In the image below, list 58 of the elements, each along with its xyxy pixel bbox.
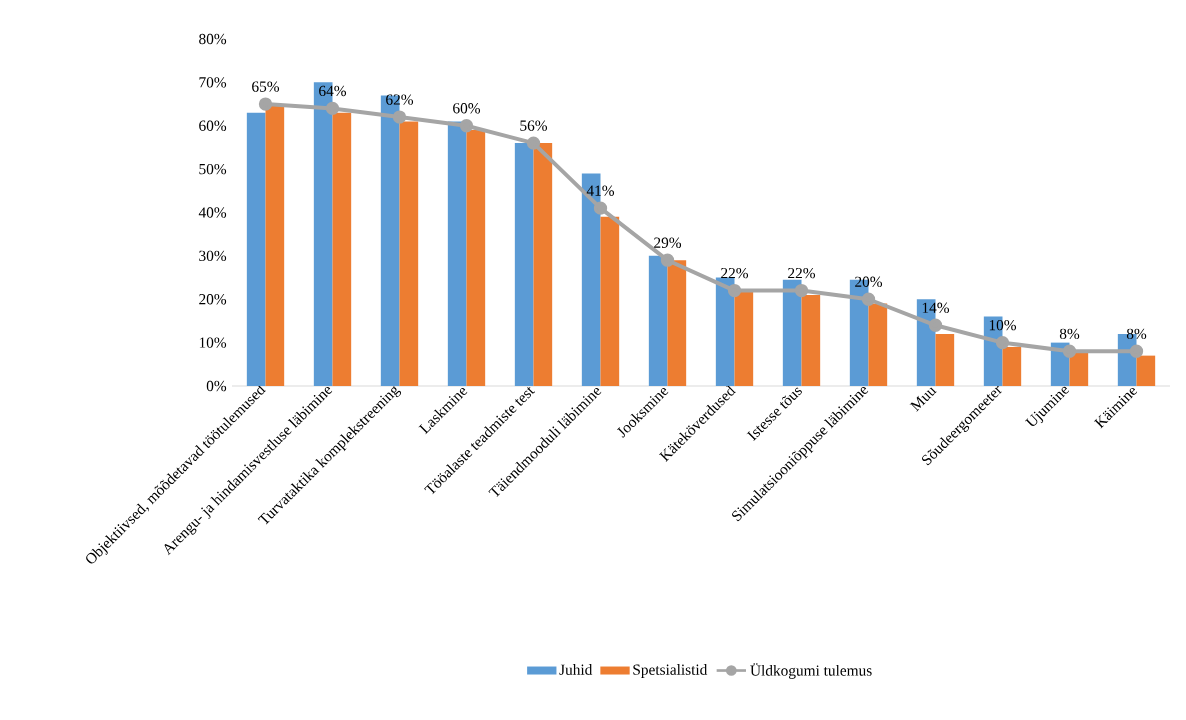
legend-label: Spetsialistid xyxy=(633,664,708,678)
data-label: 10% xyxy=(989,319,1017,331)
bar xyxy=(600,216,620,386)
point xyxy=(995,335,1010,350)
y-tick-label: 30% xyxy=(199,250,227,262)
bar xyxy=(399,121,419,386)
data-label: 8% xyxy=(1059,328,1080,340)
point xyxy=(727,283,742,298)
point xyxy=(861,292,876,306)
data-label: 8% xyxy=(1126,328,1147,340)
bar xyxy=(648,255,668,386)
point xyxy=(258,97,273,111)
point xyxy=(660,253,675,267)
y-tick-label: 60% xyxy=(199,120,227,131)
bar xyxy=(868,303,888,386)
bar xyxy=(1136,355,1156,386)
legend-label: Üldkogumi tulemus xyxy=(750,663,872,679)
bar xyxy=(332,112,352,386)
y-tick-label: 10% xyxy=(199,337,227,348)
bar xyxy=(514,143,534,386)
bar xyxy=(667,260,687,386)
point xyxy=(526,136,541,150)
data-label: 20% xyxy=(855,276,883,287)
data-label: 65% xyxy=(252,81,280,92)
data-label: 29% xyxy=(654,237,682,248)
y-tick-label: 50% xyxy=(199,163,227,175)
bar xyxy=(246,112,266,386)
bar xyxy=(265,104,285,386)
data-label: 60% xyxy=(453,103,481,114)
y-tick-label: 70% xyxy=(199,77,227,88)
data-label: 56% xyxy=(520,120,548,131)
data-label: 22% xyxy=(721,267,749,279)
bar xyxy=(447,121,467,386)
point xyxy=(1062,344,1077,358)
point xyxy=(459,119,474,133)
y-tick-label: 40% xyxy=(198,207,227,218)
bar xyxy=(801,294,821,386)
data-label: 14% xyxy=(922,302,950,314)
bar xyxy=(1002,346,1022,386)
bar xyxy=(715,277,735,386)
bar xyxy=(533,143,553,386)
data-label: 22% xyxy=(788,267,816,279)
point xyxy=(794,283,809,298)
y-tick-label: 20% xyxy=(199,294,227,305)
data-label: 64% xyxy=(319,85,347,97)
data-label: 41% xyxy=(586,185,615,196)
legend-label: Juhid xyxy=(559,664,593,675)
bar xyxy=(734,290,754,386)
bar xyxy=(935,333,955,386)
bar xyxy=(466,130,486,386)
data-label: 62% xyxy=(386,94,414,105)
point xyxy=(928,318,943,332)
point xyxy=(392,110,407,124)
bar xyxy=(782,279,802,386)
point xyxy=(325,101,340,116)
y-tick-label: 80% xyxy=(199,33,227,45)
point xyxy=(593,201,608,215)
point xyxy=(1129,344,1144,358)
